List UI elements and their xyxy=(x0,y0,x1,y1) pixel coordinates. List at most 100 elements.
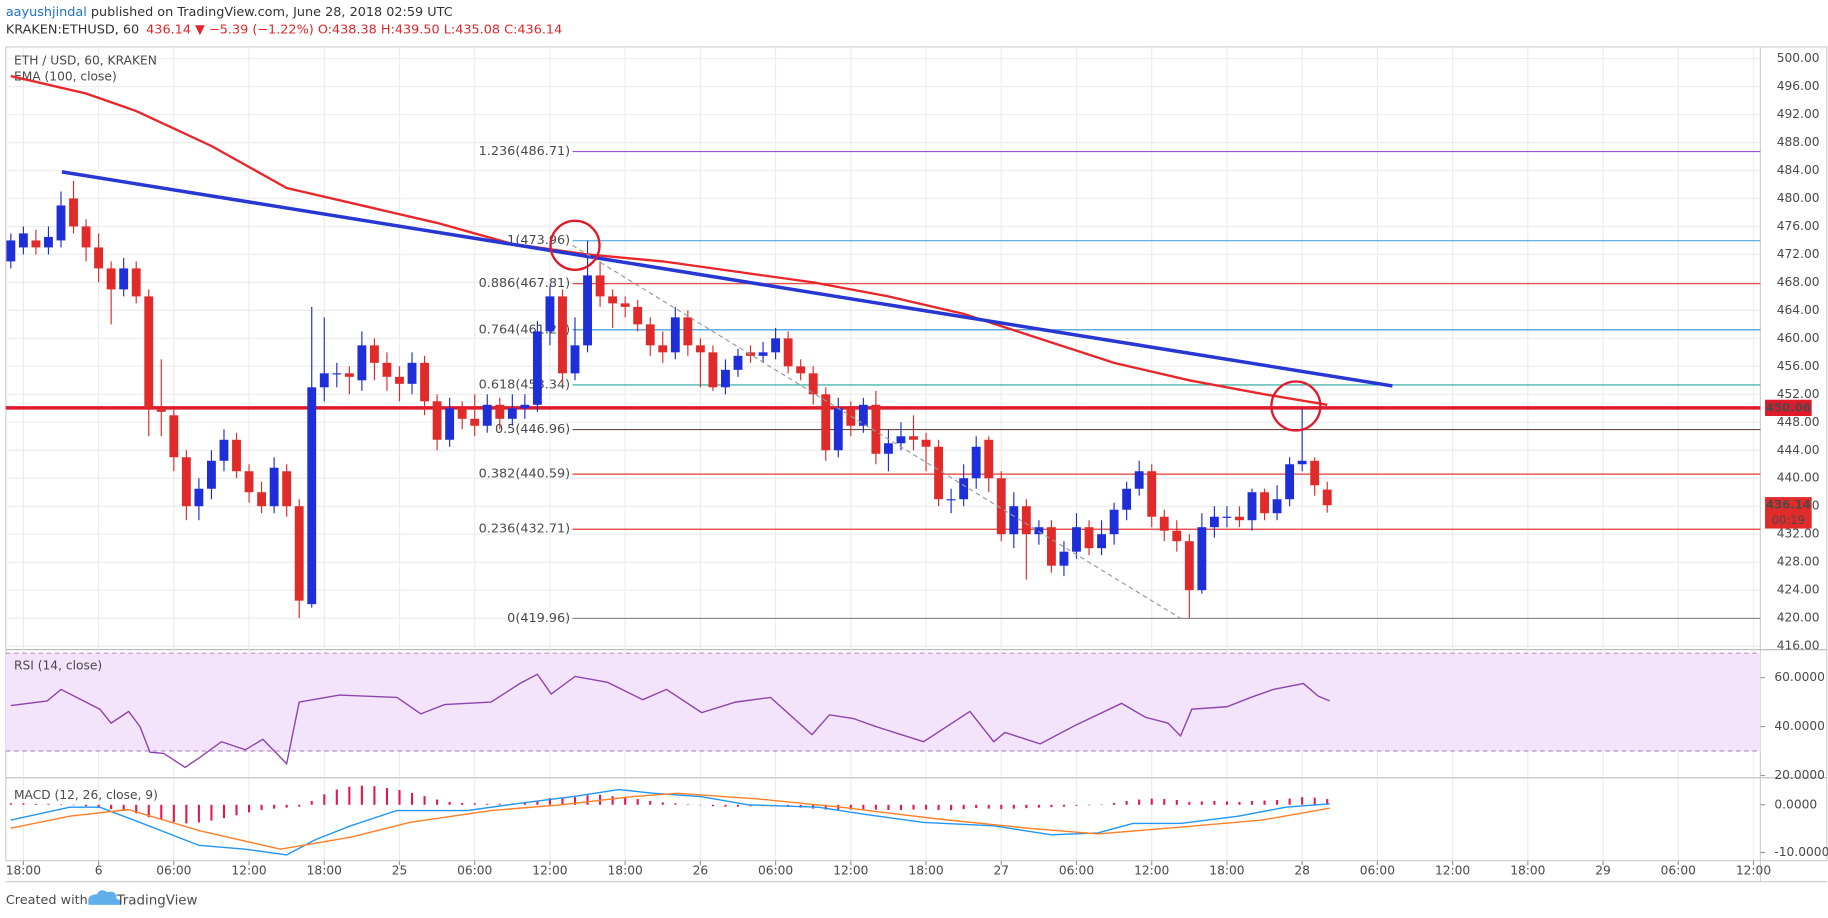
y-tick-label: -10.0000 xyxy=(1774,845,1828,859)
candle-body xyxy=(884,443,893,454)
author[interactable]: aayushjindal xyxy=(6,4,87,19)
y-tick-label: 464.00 xyxy=(1777,303,1820,317)
candle-body xyxy=(1072,527,1081,552)
y-tick-label: 492.00 xyxy=(1777,107,1820,121)
plot-area: 18:00 6 06:00 12:00 18:00 25 06:00 12:00 18:00 26… xyxy=(6,46,1828,878)
candle-body xyxy=(1184,541,1194,591)
y-tick-label: 472.00 xyxy=(1777,247,1820,261)
candle-body xyxy=(821,394,831,451)
x-tick-label: 06:00 xyxy=(1661,864,1696,878)
histogram-bar xyxy=(410,792,414,805)
candle-body xyxy=(445,408,455,440)
candle-body xyxy=(721,369,730,388)
histogram-bar xyxy=(1025,804,1028,809)
candle-body xyxy=(207,460,216,489)
candle-body xyxy=(194,488,204,507)
candle-body xyxy=(6,240,16,262)
x-tick-label: 06:00 xyxy=(457,864,492,878)
candle-body xyxy=(934,446,944,500)
x-tick-label: 12:00 xyxy=(833,864,868,878)
footer-brand[interactable]: TradingView xyxy=(116,893,198,908)
candle-body xyxy=(1009,506,1019,535)
histogram-bar xyxy=(260,804,263,811)
candle-body xyxy=(282,471,292,507)
y-tick-label: 452.00 xyxy=(1777,387,1820,401)
histogram-bar xyxy=(1150,798,1153,805)
histogram-bar xyxy=(486,803,489,805)
candle-body xyxy=(520,404,530,409)
frame xyxy=(5,46,1828,862)
x-tick-label: 06:00 xyxy=(156,864,191,878)
candle-body xyxy=(332,373,342,375)
histogram-bar xyxy=(649,800,652,805)
y-tick-label: 500.00 xyxy=(1777,51,1820,65)
histogram-bar xyxy=(235,804,238,816)
histogram-bar xyxy=(987,804,990,809)
x-tick-label: 28 xyxy=(1294,864,1310,878)
histogram-bar xyxy=(561,797,564,805)
macd-line xyxy=(10,792,1330,850)
candle-body xyxy=(833,408,843,451)
candle-body xyxy=(1247,492,1257,521)
histogram-bar xyxy=(323,794,326,805)
histogram-bar xyxy=(1213,800,1216,805)
candle-body xyxy=(1235,516,1244,521)
candle-body xyxy=(144,296,154,409)
x-tick-label: 12:00 xyxy=(231,864,266,878)
histogram-bar xyxy=(47,803,50,805)
x-tick-label: 29 xyxy=(1595,864,1611,878)
candle-body xyxy=(658,345,668,353)
candle-body xyxy=(871,404,881,454)
fib-label: 0.236(432.71) xyxy=(479,522,571,537)
y-tick-label: 20.0000 xyxy=(1774,768,1825,782)
candle-body xyxy=(81,226,91,248)
histogram-bar xyxy=(611,796,614,805)
countdown: 00:19 xyxy=(1772,513,1806,527)
y-tick-label: 488.00 xyxy=(1777,135,1820,149)
candle-body xyxy=(1222,516,1232,518)
resistance-label: 450.06 xyxy=(1766,400,1811,414)
x-tick-label: 27 xyxy=(993,864,1009,878)
x-tick-label: 06:00 xyxy=(1360,864,1395,878)
y-tick-label: 60.0000 xyxy=(1774,670,1825,684)
histogram-bar xyxy=(1301,797,1304,805)
symbol: KRAKEN:ETHUSD, 60 xyxy=(6,22,139,37)
candle-body xyxy=(670,317,680,353)
candle-body xyxy=(244,471,254,493)
histogram-bar xyxy=(197,804,200,823)
candle-body xyxy=(18,233,28,248)
candle-body xyxy=(570,345,580,374)
candle-body xyxy=(470,418,480,426)
histogram-bar xyxy=(1200,801,1203,805)
candle-body xyxy=(357,345,367,381)
y-tick-label: 476.00 xyxy=(1777,219,1820,233)
candle-body xyxy=(1134,471,1144,489)
candle-body xyxy=(294,506,304,601)
candle-body xyxy=(169,415,179,458)
histogram-bar xyxy=(310,800,313,805)
indicator-label: EMA (100, close) xyxy=(14,70,117,84)
histogram-bar xyxy=(724,804,727,807)
histogram-bar xyxy=(962,804,965,810)
ema-line xyxy=(10,74,1328,406)
histogram-bar xyxy=(273,804,276,809)
histogram-bar xyxy=(1188,801,1191,805)
footer-created: Created with xyxy=(6,893,88,908)
candle-body xyxy=(1209,516,1219,528)
y-tick-label: 496.00 xyxy=(1777,79,1820,93)
candle-body xyxy=(257,492,267,507)
highlight-circle xyxy=(1270,380,1322,432)
candle-body xyxy=(495,404,505,419)
histogram-bar xyxy=(1225,801,1228,805)
candle-body xyxy=(44,236,53,248)
x-tick-label: 12:00 xyxy=(1736,864,1771,878)
candle-body xyxy=(457,408,467,419)
y-tick-label: 428.00 xyxy=(1777,555,1820,569)
y-tick-label: 484.00 xyxy=(1777,163,1820,177)
candle-body xyxy=(269,467,279,507)
y-tick-label: 444.00 xyxy=(1777,443,1820,457)
candle-body xyxy=(482,404,492,426)
y-tick-label: 448.00 xyxy=(1777,415,1820,429)
histogram-bar xyxy=(110,804,113,810)
histogram-bar xyxy=(1125,800,1128,805)
